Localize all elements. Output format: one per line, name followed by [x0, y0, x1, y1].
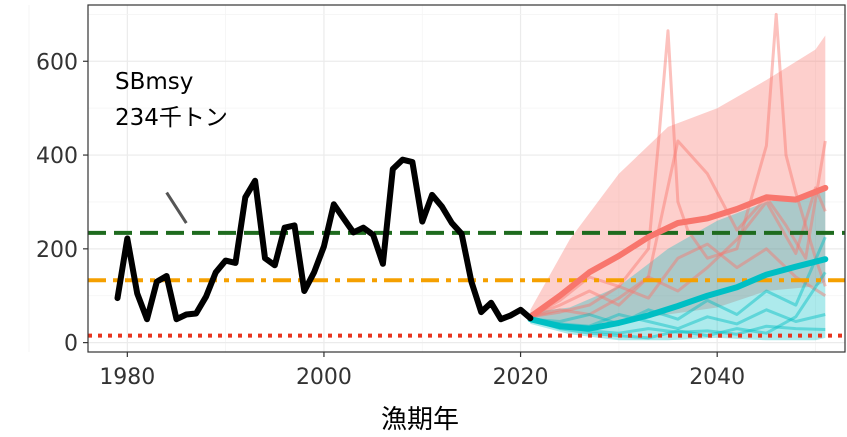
annotation-pointer	[165, 191, 188, 224]
projection-1-path-3	[530, 242, 827, 319]
plot-frame	[87, 4, 846, 353]
y-tick-label: 200	[36, 238, 78, 263]
annotation-line1: SBmsy	[115, 69, 193, 95]
gridlines	[28, 5, 845, 352]
x-tick-label: 2040	[689, 365, 745, 390]
projection-median-1	[527, 184, 829, 320]
x-tick-label: 2000	[296, 365, 352, 390]
x-axis-ticks: 1980 2000 2020 2040	[99, 352, 745, 390]
y-axis-ticks: 0 200 400 600	[36, 50, 88, 357]
x-tick-label: 2020	[493, 365, 549, 390]
x-axis-title: 漁期年	[381, 405, 459, 435]
projection-2-path-3	[529, 271, 827, 340]
projection-band-2	[530, 187, 826, 341]
plot-border	[87, 4, 846, 353]
y-tick-label: 600	[36, 50, 78, 75]
annotation-line2: 234千トン	[115, 105, 228, 131]
y-tick-label: 400	[36, 144, 78, 169]
projection-2-path-2	[530, 236, 827, 326]
historical-series	[114, 156, 534, 323]
projection-1-path-1	[529, 12, 827, 319]
projection-1-path-2	[529, 139, 827, 319]
projection-bands	[530, 35, 826, 341]
projection-band-1	[530, 35, 826, 329]
y-tick-label: 0	[64, 332, 78, 357]
x-tick-label: 1980	[99, 365, 155, 390]
projection-medians	[527, 184, 829, 332]
sbmsy-annotation: SBmsy 234千トン	[115, 69, 228, 224]
projection-median-2	[527, 256, 829, 332]
historical-line	[114, 156, 534, 323]
